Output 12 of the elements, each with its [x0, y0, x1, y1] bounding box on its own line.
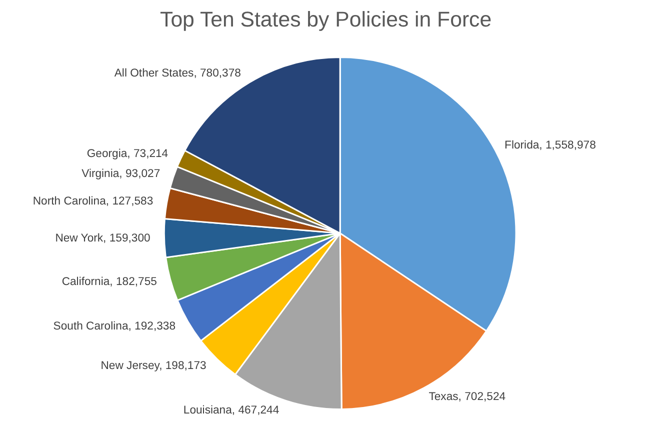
slice-label: Florida, 1,558,978 [504, 139, 596, 152]
slice-label: California, 182,755 [62, 276, 157, 288]
slice-label: Georgia, 73,214 [86, 148, 168, 160]
chart-title: Top Ten States by Policies in Force [160, 8, 492, 32]
slice-label: New York, 159,300 [55, 232, 150, 244]
slice-label: Virginia, 93,027 [82, 168, 160, 180]
slice-label: All Other States, 780,378 [114, 68, 241, 80]
slice-label: Texas, 702,524 [428, 391, 506, 404]
slice-label: South Carolina, 192,338 [53, 320, 176, 332]
slice-label: New Jersey, 198,173 [100, 360, 206, 372]
slice-label: Louisiana, 467,244 [183, 404, 280, 416]
slice-label: North Carolina, 127,583 [32, 196, 154, 208]
